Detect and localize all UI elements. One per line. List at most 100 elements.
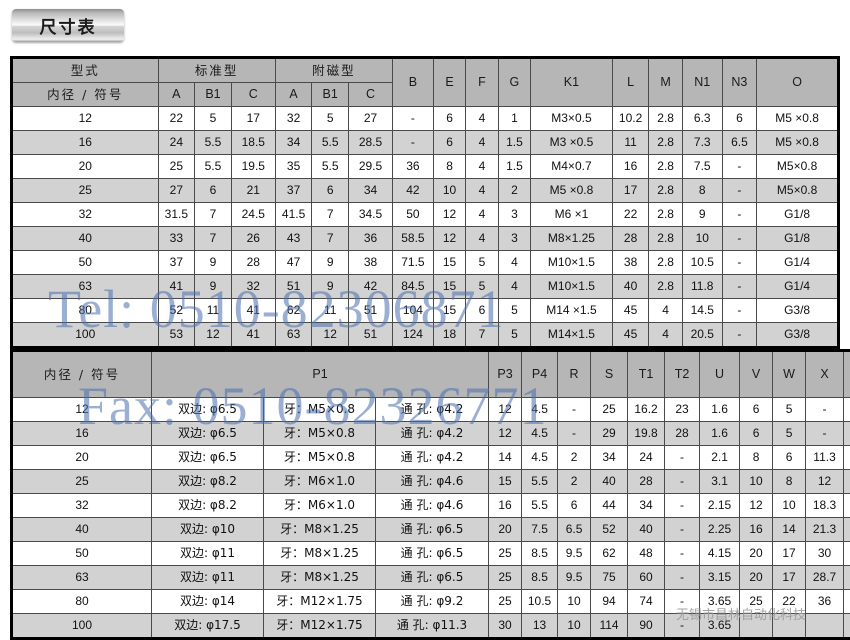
table2-cell: 114 (591, 614, 628, 639)
table1-cell: 40 (612, 275, 649, 299)
table2-cell: 11.3 (806, 446, 844, 470)
table1-cell: 7.3 (682, 131, 722, 155)
table1-group-header-11: N3 (722, 58, 757, 107)
table1-sub-header-1: A (158, 83, 195, 107)
table1-cell: 31.5 (158, 203, 195, 227)
table2-cell: 8 (740, 446, 773, 470)
table2-cell: 36 (806, 590, 844, 614)
table2-cell: 26 (844, 590, 850, 614)
table1-cell: 6.3 (682, 107, 722, 131)
table1-cell: 18.5 (231, 131, 275, 155)
table1-cell: 62 (275, 299, 312, 323)
table2-cell: 通 孔: φ9.2 (376, 590, 489, 614)
table2-cell: 20 (844, 566, 850, 590)
table1-cell: 10 (682, 227, 722, 251)
table1-cell: 84.5 (393, 275, 434, 299)
table2-cell: 4.5 (522, 446, 558, 470)
table1-cell: 43 (275, 227, 312, 251)
table2-cell: 通 孔: φ11.3 (376, 614, 489, 639)
table1-cell: - (722, 203, 757, 227)
table1-cell: 36 (349, 227, 393, 251)
table2-cell: 通 孔: φ4.2 (376, 398, 489, 422)
table1-cell: - (722, 299, 757, 323)
table2-cell: 30 (489, 614, 522, 639)
table2-bore: 80 (12, 590, 152, 614)
table1-sub-header-5: B1 (312, 83, 349, 107)
table2-cell: - (806, 398, 844, 422)
table2-cell: - (665, 566, 700, 590)
table2-cell: 52 (591, 518, 628, 542)
table1-cell: 11.8 (682, 275, 722, 299)
table2-cell: 25 (489, 566, 522, 590)
table2-cell: 34 (591, 446, 628, 470)
table2-group-header-1: P1 (152, 351, 489, 398)
table1-cell: - (393, 131, 434, 155)
table2-cell: 10 (558, 590, 591, 614)
table1-cell: 41 (158, 275, 195, 299)
table1-cell: 5 (498, 323, 530, 348)
table1-cell: 35 (275, 155, 312, 179)
table1-cell: 2.8 (649, 251, 682, 275)
table1-group-header-12: O (757, 58, 839, 107)
table1-cell: 2.8 (649, 155, 682, 179)
table2-cell: 48 (628, 542, 665, 566)
table2-cell: 3.65 (700, 614, 740, 639)
table1-bore: 40 (12, 227, 159, 251)
table2-cell: 21.3 (806, 518, 844, 542)
table1-cell: 7.5 (682, 155, 722, 179)
table2-cell: 双边: φ6.5 (152, 446, 264, 470)
table1-cell: 51 (349, 323, 393, 348)
table1-cell: 15 (433, 251, 465, 275)
table1-cell: M5 ×0.8 (757, 107, 839, 131)
table1-cell: 27 (158, 179, 195, 203)
table2-group-header-6: T1 (628, 351, 665, 398)
table1-cell: 34 (275, 131, 312, 155)
table1-cell: 2.8 (649, 203, 682, 227)
table2-cell: 1.6 (700, 422, 740, 446)
table2-cell: 双边: φ17.5 (152, 614, 264, 639)
table1-sub-header-0: 内径 / 符号 (12, 83, 159, 107)
table1-group-header-3: B (393, 58, 434, 107)
table2-cell: 9.5 (558, 566, 591, 590)
table1-cell: 4 (466, 179, 498, 203)
table1-cell: 52 (158, 299, 195, 323)
table2-bore: 25 (12, 470, 152, 494)
table2-cell: 10 (740, 470, 773, 494)
table1-cell: 5.5 (195, 131, 232, 155)
table1-cell: G1/8 (757, 203, 839, 227)
table2-cell: 15 (844, 494, 850, 518)
table1-cell: 104 (393, 299, 434, 323)
table2-cell: 3.65 (700, 590, 740, 614)
table1-cell: 34.5 (349, 203, 393, 227)
table1-cell: 58.5 (393, 227, 434, 251)
table1-cell: 9 (195, 275, 232, 299)
table2-cell: - (665, 470, 700, 494)
table1-group-header-7: K1 (531, 58, 613, 107)
table1-cell: 5 (498, 299, 530, 323)
table1-bore: 32 (12, 203, 159, 227)
table2-cell: 12 (806, 470, 844, 494)
table1-cell: 15 (433, 299, 465, 323)
table2-cell: 20 (740, 566, 773, 590)
table1-cell: 2 (498, 179, 530, 203)
table2-cell: 34 (628, 494, 665, 518)
table1-cell: 4 (498, 275, 530, 299)
table1-cell: 50 (393, 203, 434, 227)
table2-cell: 4.15 (700, 542, 740, 566)
table1-cell: 4 (649, 299, 682, 323)
table1-cell: 22 (612, 203, 649, 227)
table1-cell: 5 (312, 107, 349, 131)
table1-group-header-6: G (498, 58, 530, 107)
table2-group-header-8: U (700, 351, 740, 398)
table2-cell: 5 (773, 422, 806, 446)
table2-group-header-4: R (558, 351, 591, 398)
table1-cell: 41.5 (275, 203, 312, 227)
table1-cell: - (393, 107, 434, 131)
